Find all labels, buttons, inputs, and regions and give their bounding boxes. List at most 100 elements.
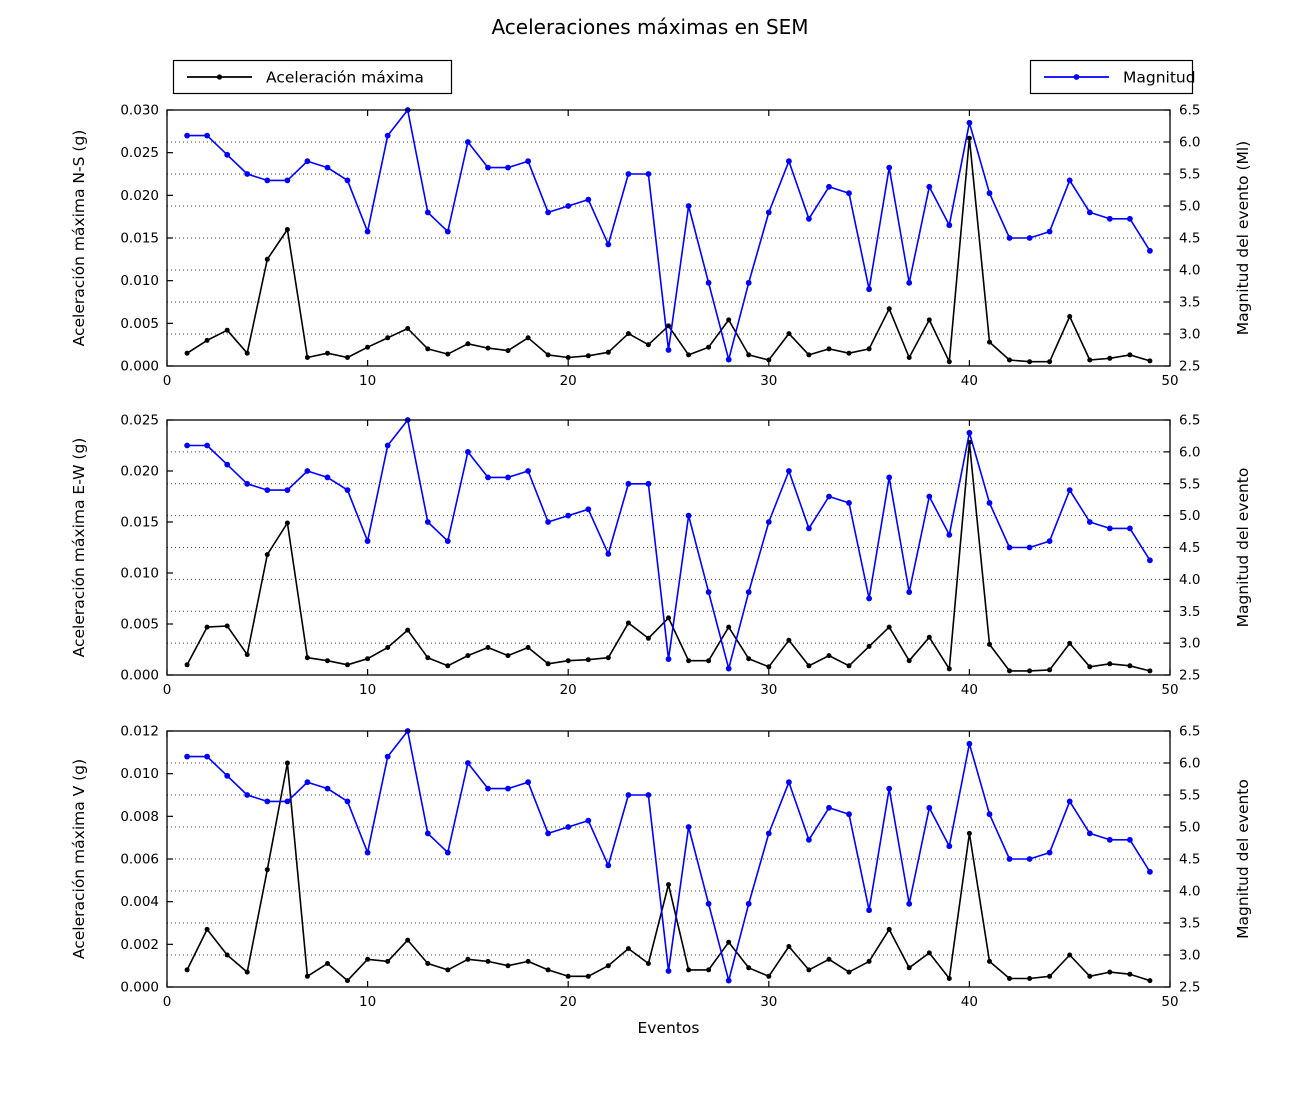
y-tick-label-right: 5.0 bbox=[1179, 199, 1200, 215]
series-point-magnitud bbox=[906, 900, 913, 907]
series-point-magnitud bbox=[224, 772, 231, 779]
series-point-magnitud bbox=[264, 487, 271, 493]
series-point-aceleracion bbox=[325, 658, 330, 664]
series-point-magnitud bbox=[685, 203, 692, 209]
y-axis-label-right: Magnitud del evento (Ml) bbox=[1234, 141, 1252, 335]
y-tick-label-right: 6.5 bbox=[1179, 413, 1200, 429]
series-point-magnitud bbox=[1026, 235, 1033, 241]
series-point-aceleracion bbox=[445, 351, 451, 357]
y-tick-label-right: 5.0 bbox=[1179, 508, 1200, 524]
series-point-aceleracion bbox=[706, 967, 712, 973]
series-point-magnitud bbox=[685, 512, 692, 519]
series-point-aceleracion bbox=[1007, 357, 1012, 363]
series-line-aceleracion bbox=[186, 441, 1151, 672]
series-point-aceleracion bbox=[645, 635, 651, 641]
series-point-aceleracion bbox=[826, 346, 832, 352]
series-point-magnitud bbox=[1066, 487, 1073, 493]
series-point-magnitud bbox=[424, 830, 431, 837]
series-point-aceleracion bbox=[224, 623, 230, 629]
x-tick-label: 20 bbox=[560, 682, 577, 698]
y-tick-label-left: 0.000 bbox=[120, 980, 159, 996]
series-point-aceleracion bbox=[926, 317, 932, 323]
series-point-aceleracion bbox=[365, 656, 371, 662]
series-point-aceleracion bbox=[264, 867, 270, 873]
y-tick-label-right: 4.0 bbox=[1179, 572, 1200, 588]
y-tick-label-left: 0.030 bbox=[120, 103, 159, 119]
series-point-aceleracion bbox=[505, 653, 511, 659]
series-point-magnitud bbox=[665, 347, 672, 353]
series-point-aceleracion bbox=[826, 653, 832, 659]
series-point-aceleracion bbox=[204, 624, 210, 630]
series-point-aceleracion bbox=[365, 344, 371, 350]
series-point-aceleracion bbox=[425, 961, 431, 966]
series-point-magnitud bbox=[284, 487, 291, 493]
series-point-magnitud bbox=[204, 442, 211, 449]
series-point-aceleracion bbox=[946, 666, 952, 672]
series-point-magnitud bbox=[344, 177, 351, 184]
series-point-magnitud bbox=[1086, 209, 1093, 216]
series-point-magnitud bbox=[485, 785, 491, 792]
x-tick-label: 20 bbox=[560, 994, 577, 1010]
series-point-magnitud bbox=[705, 900, 712, 907]
series-point-magnitud bbox=[525, 779, 531, 786]
y-tick-label-right: 6.5 bbox=[1179, 724, 1200, 740]
series-point-magnitud bbox=[184, 132, 191, 139]
series-point-magnitud bbox=[625, 171, 632, 177]
series-point-magnitud bbox=[585, 817, 592, 824]
series-point-magnitud bbox=[906, 279, 913, 286]
series-point-aceleracion bbox=[585, 353, 591, 359]
series-point-magnitud bbox=[485, 474, 491, 481]
series-point-aceleracion bbox=[926, 634, 932, 640]
series-point-aceleracion bbox=[565, 658, 571, 664]
series-point-magnitud bbox=[184, 753, 191, 760]
series-point-magnitud bbox=[284, 798, 291, 805]
y-tick-label-right: 6.0 bbox=[1179, 444, 1200, 460]
series-point-aceleracion bbox=[405, 326, 411, 331]
series-point-aceleracion bbox=[666, 323, 671, 329]
legend-label-aceleracion: Aceleración máxima bbox=[266, 69, 424, 87]
x-tick-label: 30 bbox=[760, 994, 777, 1010]
series-point-magnitud bbox=[364, 538, 371, 544]
series-point-aceleracion bbox=[746, 965, 752, 971]
series-point-magnitud bbox=[1006, 235, 1013, 241]
series-point-magnitud bbox=[1006, 544, 1013, 551]
y-tick-label-left: 0.005 bbox=[120, 316, 159, 332]
y-tick-label-right: 4.0 bbox=[1179, 884, 1200, 900]
y-tick-label-left: 0.006 bbox=[120, 852, 159, 868]
series-point-magnitud bbox=[565, 824, 572, 830]
y-tick-label-right: 2.5 bbox=[1179, 359, 1200, 375]
series-point-magnitud bbox=[204, 753, 211, 760]
series-point-aceleracion bbox=[445, 663, 451, 669]
series-point-aceleracion bbox=[1047, 667, 1053, 673]
series-point-aceleracion bbox=[686, 967, 692, 973]
y-tick-label-right: 6.0 bbox=[1179, 756, 1200, 772]
y-tick-label-right: 6.5 bbox=[1179, 103, 1200, 119]
series-point-aceleracion bbox=[545, 352, 551, 358]
series-point-aceleracion bbox=[1007, 668, 1012, 674]
y-tick-label-right: 6.0 bbox=[1179, 135, 1200, 151]
series-point-aceleracion bbox=[846, 969, 852, 975]
y-tick-label-right: 5.0 bbox=[1179, 820, 1200, 836]
series-point-magnitud bbox=[1147, 557, 1153, 564]
series-point-aceleracion bbox=[706, 658, 712, 664]
series-point-magnitud bbox=[625, 480, 632, 487]
series-point-aceleracion bbox=[846, 663, 852, 669]
series-point-aceleracion bbox=[946, 976, 952, 981]
series-point-aceleracion bbox=[866, 643, 872, 649]
series-point-magnitud bbox=[645, 792, 652, 798]
series-point-aceleracion bbox=[866, 958, 872, 964]
legend-aceleracion: Aceleración máxima bbox=[172, 59, 453, 95]
legend-label-magnitud: Magnitud bbox=[1123, 69, 1196, 87]
series-point-aceleracion bbox=[284, 520, 290, 526]
y-tick-label-left: 0.015 bbox=[120, 515, 159, 531]
y-tick-label-right: 5.5 bbox=[1179, 167, 1200, 183]
series-point-aceleracion bbox=[224, 327, 230, 333]
legend-marker-icon bbox=[216, 74, 223, 80]
series-point-magnitud bbox=[886, 785, 893, 792]
series-point-aceleracion bbox=[987, 641, 992, 647]
series-point-magnitud bbox=[384, 132, 391, 139]
series-point-aceleracion bbox=[304, 655, 310, 661]
series-point-aceleracion bbox=[625, 331, 631, 337]
